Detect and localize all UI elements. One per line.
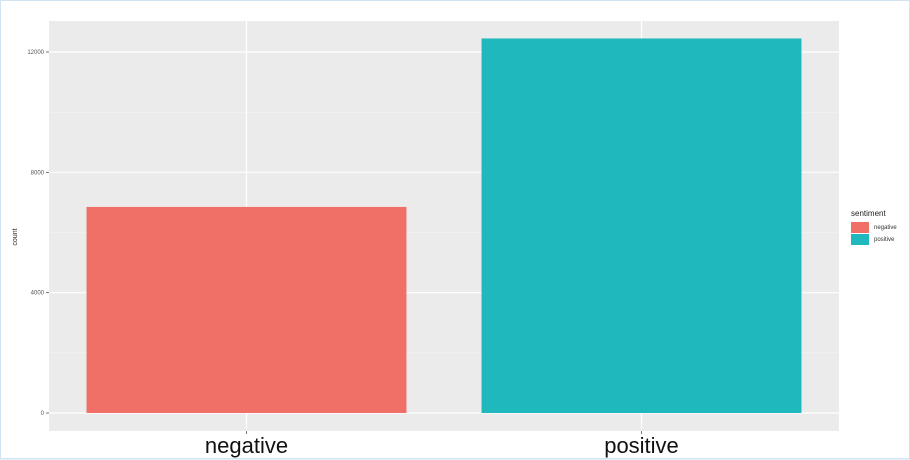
- legend-title: sentiment: [851, 209, 886, 218]
- y-axis-title: count: [12, 228, 19, 245]
- legend-swatch-positive: [851, 234, 869, 245]
- legend: sentiment negative positive: [851, 209, 897, 245]
- bars: [86, 38, 802, 414]
- bar-positive: [481, 38, 802, 414]
- x-tick-label-positive: positive: [604, 433, 679, 458]
- y-tick-label: 0: [41, 411, 45, 417]
- x-tick-label-negative: negative: [205, 433, 288, 458]
- x-axis: negative positive: [205, 431, 679, 458]
- legend-swatch-negative: [851, 222, 869, 233]
- y-axis: 0 4000 8000 12000: [27, 50, 49, 417]
- legend-label-positive: positive: [874, 237, 895, 243]
- y-tick-label: 8000: [31, 170, 45, 176]
- y-tick-label: 4000: [31, 291, 45, 297]
- y-tick-label: 12000: [27, 50, 44, 56]
- bar-negative: [86, 206, 407, 413]
- legend-label-negative: negative: [874, 225, 897, 231]
